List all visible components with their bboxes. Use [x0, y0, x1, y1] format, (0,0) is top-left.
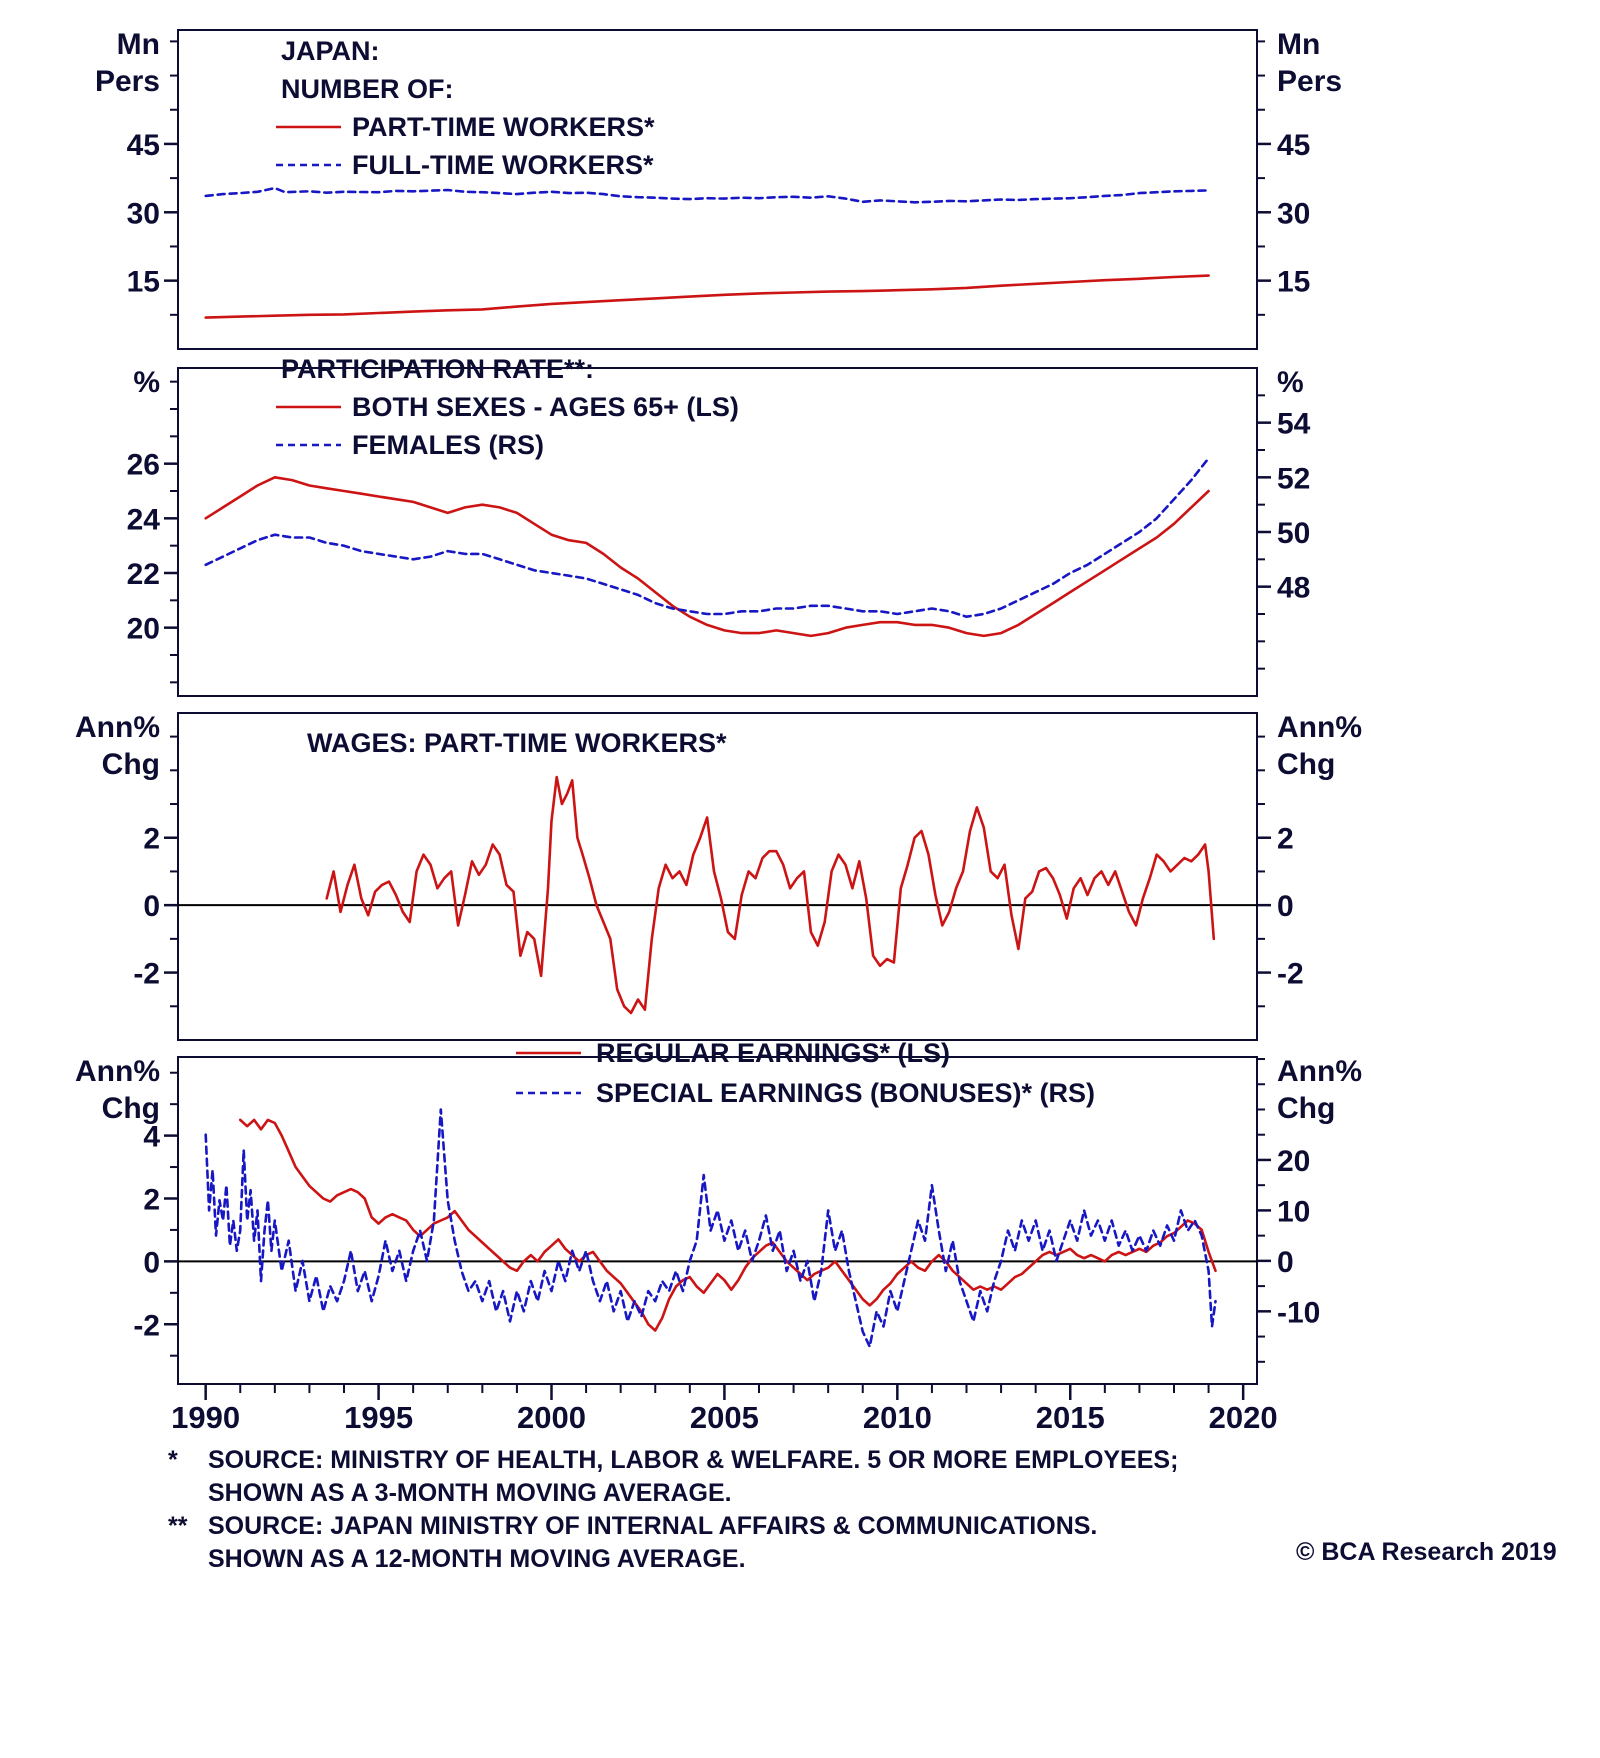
- footnotes: * SOURCE: MINISTRY OF HEALTH, LABOR & WE…: [168, 1444, 1178, 1576]
- axis-unit-label: Ann%: [1277, 1055, 1362, 1088]
- legend-label: SPECIAL EARNINGS (BONUSES)* (RS): [596, 1078, 1095, 1108]
- x-tick-label: 2000: [517, 1400, 586, 1435]
- y-tick-label: 30: [127, 197, 160, 230]
- footnote-marker: *: [168, 1446, 178, 1474]
- panel-2: 26 24 22 20% 54 52 50 48% PARTICIPATION RATE**: B…: [127, 354, 1311, 697]
- x-tick-label: 2015: [1036, 1400, 1105, 1435]
- footnote-row: SHOWN AS A 12-MONTH MOVING AVERAGE.: [168, 1543, 1178, 1576]
- y-tick-label: 48: [1277, 572, 1310, 605]
- copyright: © BCA Research 2019: [1296, 1538, 1557, 1566]
- legend-label: FULL-TIME WORKERS*: [352, 150, 654, 180]
- y-tick-label: -2: [133, 958, 160, 991]
- panel-frame: [177, 712, 1258, 1041]
- axis-unit-label: Mn: [1277, 28, 1320, 61]
- legend-label: FEMALES (RS): [352, 430, 544, 460]
- axis-unit-label: Pers: [95, 65, 160, 98]
- panel-frame: [177, 29, 1258, 350]
- axis-unit-label: Ann%: [75, 711, 160, 744]
- footnote-marker: **: [168, 1512, 188, 1540]
- panel-1: 45 30 15 Mn Pers 45 30 15 Mn Pers JAPAN: NUMBER OF:…: [95, 28, 1342, 350]
- legend-label: REGULAR EARNINGS* (LS): [596, 1038, 950, 1068]
- footnote-text: SHOWN AS A 3-MONTH MOVING AVERAGE.: [208, 1479, 732, 1507]
- y-tick-label: 2: [1277, 823, 1294, 856]
- y-tick-label: 22: [127, 558, 160, 591]
- series-participation-females: [204, 456, 1210, 618]
- axis-unit-label: Chg: [1277, 1092, 1335, 1125]
- footnote-text: SHOWN AS A 12-MONTH MOVING AVERAGE.: [208, 1545, 746, 1573]
- x-tick-label: 2010: [863, 1400, 932, 1435]
- series-part-time-workers: [204, 274, 1210, 319]
- y-tick-label: 2: [143, 1183, 160, 1216]
- series-wages-part-time: [325, 775, 1216, 1015]
- footnote-row: SHOWN AS A 3-MONTH MOVING AVERAGE.: [168, 1477, 1178, 1510]
- legend-label: PART-TIME WORKERS*: [352, 112, 655, 142]
- y-tick-label: 0: [143, 890, 160, 923]
- y-tick-label: 2: [143, 823, 160, 856]
- y-tick-label: -2: [1277, 958, 1304, 991]
- footnote-marker: [168, 1543, 208, 1576]
- footnote-text: SOURCE: JAPAN MINISTRY OF INTERNAL AFFAI…: [208, 1512, 1098, 1540]
- x-tick-label: 2005: [690, 1400, 759, 1435]
- panel-title: NUMBER OF:: [281, 74, 453, 104]
- panel-3: 2 0 -2 Ann% Chg 2 0 -2 Ann% Chg WAGES: PART-TIME W…: [75, 711, 1362, 1041]
- y-tick-label: 26: [127, 449, 160, 482]
- panel-frame: [177, 1056, 1258, 1385]
- y-tick-label: -10: [1277, 1296, 1320, 1329]
- y-tick-label: 4: [143, 1121, 160, 1154]
- y-tick-label: 15: [1277, 266, 1310, 299]
- y-tick-label: 50: [1277, 517, 1310, 550]
- axis-unit-label: Chg: [102, 1092, 160, 1125]
- y-tick-label: 0: [143, 1246, 160, 1279]
- footnote-row: ** SOURCE: JAPAN MINISTRY OF INTERNAL AF…: [168, 1510, 1178, 1543]
- y-tick-label: 52: [1277, 462, 1310, 495]
- x-tick-label: 1995: [344, 1400, 413, 1435]
- x-tick-label: 2020: [1209, 1400, 1278, 1435]
- y-tick-label: 10: [1277, 1195, 1310, 1228]
- series-regular-earnings: [238, 1118, 1217, 1332]
- y-tick-label: 0: [1277, 890, 1294, 923]
- axis-unit-label: Chg: [1277, 748, 1335, 781]
- series-full-time-workers: [204, 186, 1210, 204]
- footnote-text: SOURCE: MINISTRY OF HEALTH, LABOR & WELF…: [208, 1446, 1179, 1474]
- axis-unit-label: Ann%: [1277, 711, 1362, 744]
- series-participation-65plus: [204, 476, 1210, 638]
- axis-unit-label: Pers: [1277, 65, 1342, 98]
- panel-title: PARTICIPATION RATE**:: [281, 354, 594, 384]
- y-tick-label: 54: [1277, 408, 1311, 441]
- y-tick-label: 0: [1277, 1246, 1294, 1279]
- footnote-row: * SOURCE: MINISTRY OF HEALTH, LABOR & WE…: [168, 1444, 1178, 1477]
- y-tick-label: 20: [127, 613, 160, 646]
- axis-unit-label: Ann%: [75, 1055, 160, 1088]
- panel-title: WAGES: PART-TIME WORKERS*: [307, 728, 727, 758]
- legend-label: BOTH SEXES - AGES 65+ (LS): [352, 392, 739, 422]
- axis-unit-label: Chg: [102, 748, 160, 781]
- axis-unit-label: Mn: [117, 28, 160, 61]
- footnote-marker: [168, 1477, 208, 1510]
- panel-title: JAPAN:: [281, 36, 380, 66]
- y-tick-label: 24: [127, 503, 161, 536]
- series-special-earnings: [204, 1108, 1217, 1348]
- y-tick-label: 15: [127, 266, 160, 299]
- x-tick-label: 1990: [171, 1400, 240, 1435]
- y-tick-label: 45: [1277, 129, 1310, 162]
- y-tick-label: 20: [1277, 1145, 1310, 1178]
- y-tick-label: 45: [127, 129, 160, 162]
- axis-unit-label: %: [133, 366, 160, 399]
- y-tick-label: -2: [133, 1309, 160, 1342]
- axis-unit-label: %: [1277, 366, 1304, 399]
- y-tick-label: 30: [1277, 197, 1310, 230]
